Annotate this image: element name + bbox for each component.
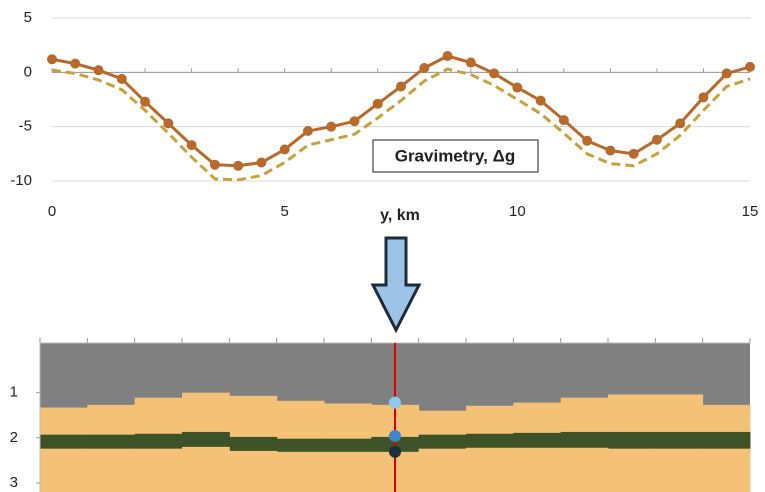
profile-point xyxy=(389,396,401,409)
data-line xyxy=(51,67,751,182)
data-point xyxy=(489,68,500,79)
data-point xyxy=(628,148,639,159)
data-point xyxy=(442,51,453,62)
data-point xyxy=(745,61,755,72)
x-tick-label: 5 xyxy=(280,203,288,220)
data-point xyxy=(605,145,616,156)
data-point xyxy=(209,159,220,170)
data-point xyxy=(582,135,593,146)
layer-block xyxy=(608,448,656,492)
y-tick-label: 5 xyxy=(24,9,32,26)
data-point xyxy=(558,115,569,126)
y-tick-label: -10 xyxy=(10,172,32,189)
layer-block xyxy=(702,448,751,492)
x-tick-label: 15 xyxy=(742,203,759,220)
profile-point xyxy=(389,430,401,443)
x-axis-label: y, km xyxy=(380,207,420,224)
profile-point xyxy=(389,445,401,458)
layer-block xyxy=(655,448,704,492)
annotation-box xyxy=(372,139,539,173)
layer-block xyxy=(560,447,609,492)
layer-block xyxy=(466,447,514,492)
y-tick-label: 3 xyxy=(10,474,18,491)
data-point xyxy=(512,82,523,93)
layer-block xyxy=(87,448,136,492)
y-tick-label: 1 xyxy=(10,384,18,401)
data-point xyxy=(651,134,662,145)
data-point xyxy=(349,116,360,127)
y-tick-label: 2 xyxy=(10,429,18,446)
data-point xyxy=(675,118,686,129)
data-point xyxy=(535,95,546,106)
data-point xyxy=(326,121,337,132)
layer-block xyxy=(134,448,183,492)
layer-block xyxy=(182,446,230,492)
layer-block xyxy=(276,451,325,492)
layer-block xyxy=(229,450,278,492)
data-point xyxy=(93,65,104,76)
y-tick-label: -5 xyxy=(19,118,32,135)
data-point xyxy=(465,57,476,68)
layer-block xyxy=(40,448,88,492)
data-point xyxy=(279,144,290,155)
data-point xyxy=(396,81,406,92)
data-point xyxy=(47,54,57,65)
layer-block xyxy=(513,447,562,492)
data-point xyxy=(140,96,151,107)
data-point xyxy=(721,68,732,79)
data-point xyxy=(372,98,383,109)
annotation: Gravimetry, Δg xyxy=(395,146,516,165)
data-point xyxy=(302,126,313,137)
x-tick-label: 10 xyxy=(509,203,526,220)
data-point xyxy=(116,73,127,84)
data-point xyxy=(186,140,197,151)
arrow xyxy=(370,236,422,334)
data-point xyxy=(419,62,430,73)
data-point xyxy=(698,92,709,103)
data-point xyxy=(256,157,267,168)
layer-block xyxy=(418,448,467,492)
data-point xyxy=(163,118,174,129)
data-point xyxy=(70,58,81,69)
layer-block xyxy=(324,451,372,492)
y-tick-label: 0 xyxy=(24,63,32,80)
data-point xyxy=(233,160,244,171)
x-tick-label: 0 xyxy=(48,203,56,220)
